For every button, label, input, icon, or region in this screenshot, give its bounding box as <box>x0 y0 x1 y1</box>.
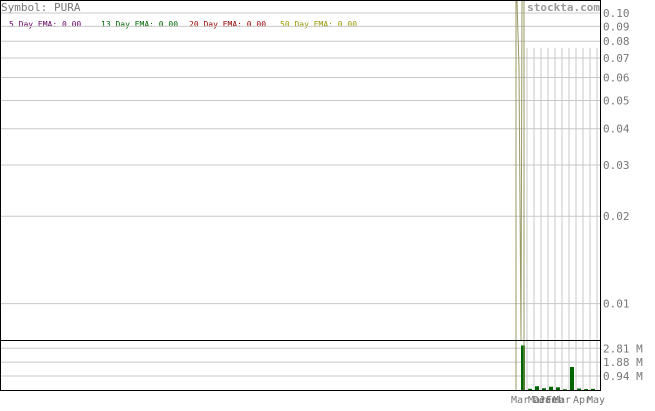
volume-bar <box>549 386 553 390</box>
date-axis-tick-label: Apr <box>573 395 591 406</box>
legend-13-day-ema: 13 Day EMA: 0.00 <box>101 20 178 29</box>
price-axis-tick-label: 0.09 <box>603 20 630 33</box>
price-axis-tick-label: 0.01 <box>603 298 630 311</box>
date-axis-tick-label: Mar <box>511 395 529 406</box>
volume-bar <box>521 345 525 390</box>
legend-20-day-ema: 20 Day EMA: 0.00 <box>189 20 266 29</box>
volume-panel-frame <box>0 340 601 391</box>
date-axis-tick-label: Mar <box>528 395 546 406</box>
volume-bar <box>528 388 532 390</box>
volume-panel-grid <box>1 341 600 390</box>
price-axis-tick-label: 0.02 <box>603 210 630 223</box>
watermark-logo: stockta.com <box>527 1 600 14</box>
volume-bar <box>535 386 539 390</box>
price-axis-tick-label: 0.08 <box>603 35 630 48</box>
price-axis-tick-label: 0.06 <box>603 72 630 85</box>
price-line-series <box>516 0 523 341</box>
volume-bar <box>570 366 574 390</box>
volume-bar <box>556 387 560 390</box>
price-panel-grid <box>1 12 600 340</box>
volume-bar <box>563 389 567 391</box>
volume-axis-tick-label: 0.94 M <box>603 370 643 383</box>
price-axis-tick-label: 0.07 <box>603 52 630 65</box>
date-axis-tick-label: Feb <box>546 395 564 406</box>
symbol-label: Symbol: PURA <box>1 1 81 14</box>
legend-5-day-ema: 5 Day EMA: 0.00 <box>9 20 81 29</box>
axis-labels: 0.100.09 0.08 0.07 0.06 0.05 0.04 0.03 0.02 0.01… <box>511 7 643 406</box>
volume-axis-tick-label: 2.81 M <box>603 342 643 355</box>
volume-panel-bars <box>515 341 595 391</box>
date-axis-tick-label: Mar <box>553 395 571 406</box>
volume-bar <box>542 388 546 390</box>
price-axis-tick-label: 0.03 <box>603 159 630 172</box>
legend-50-day-ema: 50 Day EMA: 0.00 <box>280 20 357 29</box>
date-axis-tick-label: Jan <box>539 395 557 406</box>
volume-bar <box>577 388 581 390</box>
volume-axis-tick-label: 1.88 M <box>603 356 643 369</box>
volume-bar <box>584 389 588 391</box>
price-axis-tick-label: 0.10 <box>603 7 630 20</box>
price-axis-tick-label: 0.05 <box>603 95 630 108</box>
volume-bar <box>591 388 595 390</box>
date-axis-tick-label: Dec <box>533 395 551 406</box>
panel-frames <box>0 0 601 391</box>
price-axis-tick-label: 0.04 <box>603 123 630 136</box>
date-axis-tick-label: May <box>587 395 605 406</box>
price-panel-series <box>515 0 525 341</box>
